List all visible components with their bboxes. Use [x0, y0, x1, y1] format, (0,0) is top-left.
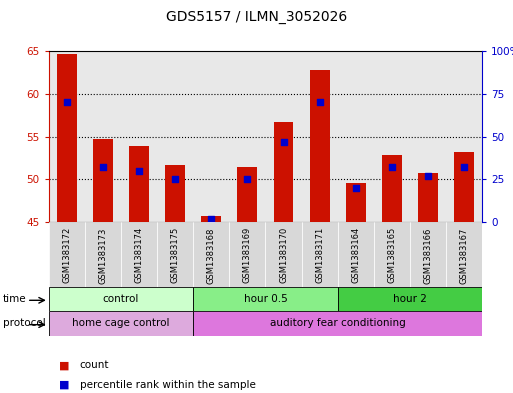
Bar	[346, 183, 366, 222]
Text: count: count	[80, 360, 109, 370]
Bar	[129, 146, 149, 222]
Point	[460, 164, 468, 171]
Bar	[85, 51, 121, 222]
Bar	[165, 165, 185, 222]
Text: GSM1383167: GSM1383167	[460, 227, 469, 284]
Bar	[229, 222, 265, 287]
Bar	[418, 173, 438, 222]
Bar	[302, 51, 338, 222]
Bar	[193, 222, 229, 287]
Point	[207, 215, 215, 222]
Bar	[338, 287, 482, 311]
Point	[280, 139, 288, 145]
Point	[135, 167, 143, 174]
Text: percentile rank within the sample: percentile rank within the sample	[80, 380, 255, 390]
Bar	[121, 51, 157, 222]
Text: GSM1383169: GSM1383169	[243, 227, 252, 283]
Bar	[338, 222, 374, 287]
Bar	[229, 51, 265, 222]
Bar	[193, 287, 338, 311]
Bar	[193, 51, 229, 222]
Bar	[202, 216, 221, 222]
Bar	[85, 222, 121, 287]
Bar	[57, 54, 77, 222]
Text: ■: ■	[59, 380, 69, 390]
Text: hour 2: hour 2	[393, 294, 427, 304]
Bar	[265, 51, 302, 222]
Bar	[382, 154, 402, 222]
Text: GSM1383164: GSM1383164	[351, 227, 360, 283]
Bar	[157, 222, 193, 287]
Text: GSM1383170: GSM1383170	[279, 227, 288, 283]
Bar	[273, 122, 293, 222]
Bar	[410, 222, 446, 287]
Text: GSM1383172: GSM1383172	[62, 227, 71, 283]
Point	[63, 99, 71, 105]
Bar	[338, 51, 374, 222]
Text: protocol: protocol	[3, 318, 45, 329]
Bar	[446, 222, 482, 287]
Text: ■: ■	[59, 360, 69, 370]
Text: GSM1383173: GSM1383173	[98, 227, 107, 284]
Bar	[454, 152, 474, 222]
Bar	[374, 222, 410, 287]
Bar	[49, 51, 85, 222]
Bar	[310, 70, 329, 222]
Text: auditory fear conditioning: auditory fear conditioning	[270, 318, 406, 329]
Bar	[374, 51, 410, 222]
Text: GSM1383165: GSM1383165	[387, 227, 397, 283]
Text: GSM1383174: GSM1383174	[134, 227, 144, 283]
Bar	[49, 222, 85, 287]
Bar	[49, 287, 193, 311]
Text: time: time	[3, 294, 26, 304]
Point	[352, 185, 360, 191]
Bar	[157, 51, 193, 222]
Point	[171, 176, 179, 182]
Text: GSM1383171: GSM1383171	[315, 227, 324, 283]
Text: GSM1383168: GSM1383168	[207, 227, 216, 284]
Point	[315, 99, 324, 105]
Text: GDS5157 / ILMN_3052026: GDS5157 / ILMN_3052026	[166, 10, 347, 24]
Text: GSM1383175: GSM1383175	[171, 227, 180, 283]
Bar	[302, 222, 338, 287]
Bar	[93, 139, 113, 222]
Bar	[446, 51, 482, 222]
Point	[99, 164, 107, 171]
Bar	[265, 222, 302, 287]
Text: control: control	[103, 294, 139, 304]
Point	[424, 173, 432, 179]
Bar	[410, 51, 446, 222]
Bar	[193, 311, 482, 336]
Text: GSM1383166: GSM1383166	[424, 227, 432, 284]
Text: hour 0.5: hour 0.5	[244, 294, 287, 304]
Bar	[121, 222, 157, 287]
Bar	[49, 311, 193, 336]
Point	[243, 176, 251, 182]
Point	[388, 164, 396, 171]
Text: home cage control: home cage control	[72, 318, 170, 329]
Bar	[238, 167, 258, 222]
